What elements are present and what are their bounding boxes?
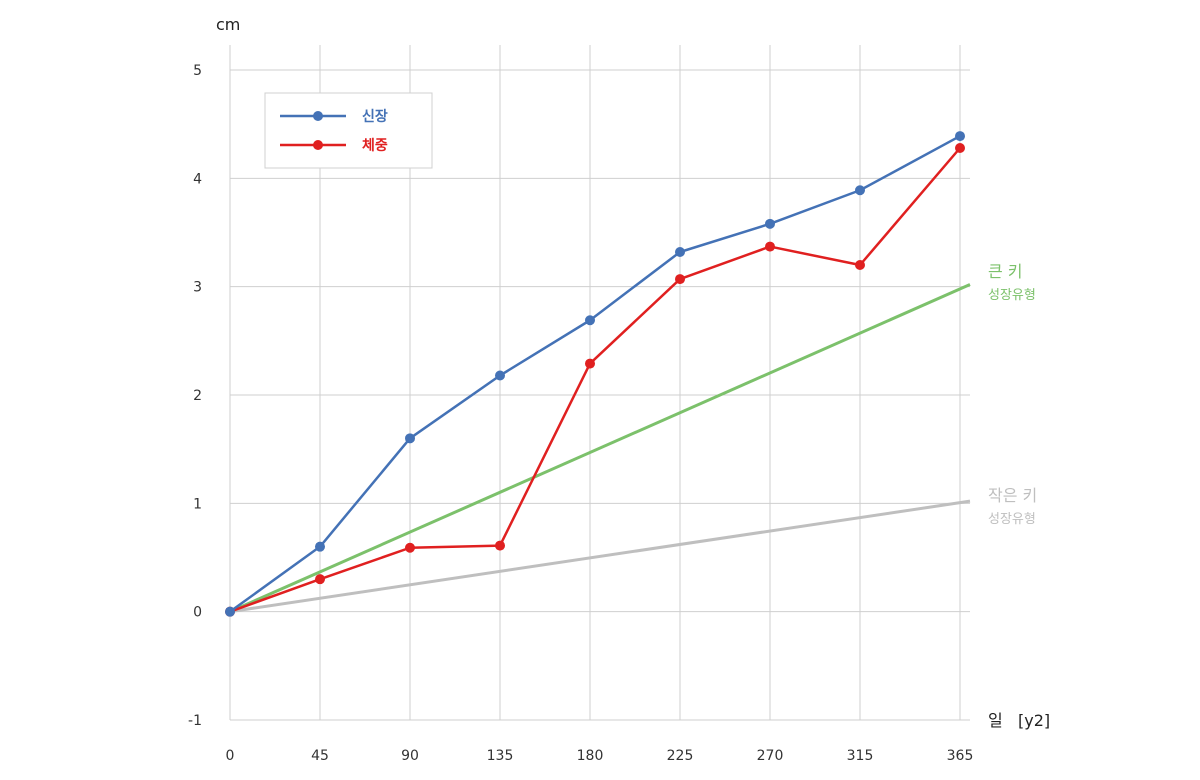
y-tick-label: 0 bbox=[193, 605, 202, 621]
y-tick-label: 3 bbox=[193, 280, 202, 296]
reference-label-short: 작은 키 bbox=[988, 486, 1037, 505]
reference-lines bbox=[229, 283, 971, 614]
series-line-1 bbox=[229, 134, 961, 613]
reference-labels: 큰 키 성장유형 작은 키 성장유형 bbox=[988, 262, 1037, 527]
reference-line-2 bbox=[229, 499, 971, 614]
data-point-series-2 bbox=[765, 241, 775, 252]
data-point-series-1 bbox=[675, 247, 685, 257]
legend-marker-series-1 bbox=[313, 111, 323, 121]
legend-label-series-2: 체중 bbox=[362, 138, 388, 154]
reference-sublabel-short: 성장유형 bbox=[988, 512, 1036, 527]
x-axis-unit-suffix: [y2] bbox=[1018, 711, 1050, 730]
y-tick-label: 4 bbox=[193, 171, 202, 187]
data-point-series-2 bbox=[955, 143, 965, 153]
legend-marker-series-2 bbox=[313, 140, 323, 150]
series-line-2 bbox=[229, 147, 961, 613]
data-point-series-1 bbox=[765, 218, 775, 229]
x-tick-label: 0 bbox=[226, 748, 235, 764]
x-axis-unit: 일 bbox=[988, 711, 1003, 730]
x-tick-label: 315 bbox=[847, 748, 874, 764]
grid bbox=[229, 45, 970, 721]
y-tick-label: -1 bbox=[188, 713, 202, 729]
x-tick-label: 365 bbox=[947, 748, 974, 764]
legend-label-series-1: 신장 bbox=[362, 108, 388, 125]
y-tick-label: 5 bbox=[193, 63, 202, 79]
data-point-series-2 bbox=[495, 540, 505, 551]
data-point-series-2 bbox=[855, 260, 865, 270]
data-point-series-2 bbox=[675, 274, 685, 285]
reference-sublabel-tall: 성장유형 bbox=[988, 288, 1036, 303]
data-point-series-2 bbox=[315, 574, 325, 585]
reference-label-tall: 큰 키 bbox=[988, 262, 1023, 281]
x-tick-label: 45 bbox=[311, 748, 329, 764]
x-tick-label: 90 bbox=[401, 748, 419, 764]
data-point-series-1 bbox=[315, 541, 325, 552]
x-tick-label: 270 bbox=[757, 748, 784, 764]
x-tick-label: 180 bbox=[577, 748, 604, 764]
y-tick-label: 2 bbox=[193, 388, 202, 404]
series bbox=[225, 131, 965, 617]
x-tick-label: 225 bbox=[667, 748, 694, 764]
y-axis-unit: cm bbox=[216, 15, 240, 34]
data-point-series-1 bbox=[955, 131, 965, 142]
data-point-series-1 bbox=[405, 433, 415, 444]
legend-box bbox=[264, 92, 433, 169]
data-point-series-2 bbox=[405, 542, 415, 553]
reference-line-1 bbox=[229, 283, 971, 614]
data-point-series-1 bbox=[855, 185, 865, 196]
legend: 신장 체중 bbox=[264, 92, 433, 169]
data-point-series-2 bbox=[585, 358, 595, 369]
data-point-series-1 bbox=[225, 606, 235, 617]
data-point-series-1 bbox=[495, 370, 505, 381]
y-tick-label: 1 bbox=[193, 496, 202, 512]
x-tick-label: 135 bbox=[487, 748, 514, 764]
data-point-series-1 bbox=[585, 315, 595, 326]
